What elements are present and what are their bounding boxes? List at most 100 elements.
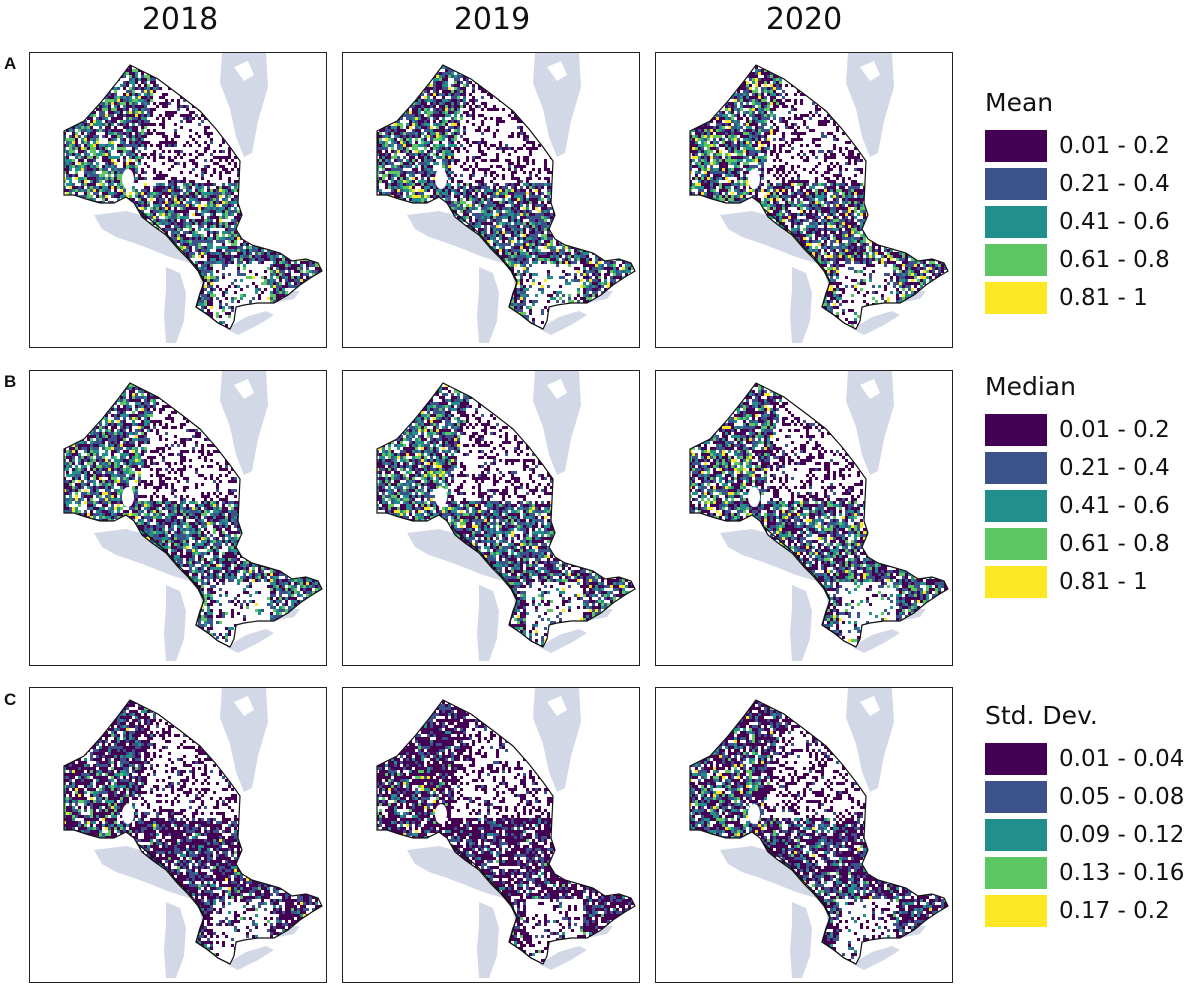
raster-cell <box>183 246 186 249</box>
raster-cell <box>192 78 195 81</box>
raster-cell <box>153 189 156 192</box>
raster-cell <box>258 249 261 252</box>
raster-cell <box>132 111 135 114</box>
raster-cell <box>303 66 306 69</box>
raster-cell <box>228 249 231 252</box>
raster-cell <box>81 168 84 171</box>
raster-cell <box>291 147 294 150</box>
raster-cell <box>126 276 129 279</box>
raster-cell <box>129 159 132 162</box>
raster-cell <box>222 156 225 159</box>
raster-cell <box>105 321 108 324</box>
raster-cell <box>144 324 147 327</box>
raster-cell <box>90 225 93 228</box>
raster-cell <box>255 165 258 168</box>
raster-cell <box>282 192 285 195</box>
raster-cell <box>114 324 117 327</box>
raster-cell <box>258 252 261 255</box>
raster-cell <box>213 210 216 213</box>
raster-cell <box>78 72 81 75</box>
raster-cell <box>93 279 96 282</box>
raster-cell <box>165 225 168 228</box>
raster-cell <box>129 312 132 315</box>
raster-cell <box>210 258 213 261</box>
raster-cell <box>81 78 84 81</box>
raster-cell <box>60 255 63 258</box>
raster-cell <box>252 234 255 237</box>
raster-cell <box>153 267 156 270</box>
raster-cell <box>300 252 303 255</box>
raster-cell <box>114 192 117 195</box>
raster-cell <box>66 297 69 300</box>
raster-cell <box>192 195 195 198</box>
raster-cell <box>165 186 168 189</box>
raster-cell <box>249 231 252 234</box>
raster-cell <box>201 318 204 321</box>
raster-cell <box>288 192 291 195</box>
raster-cell <box>228 150 231 153</box>
raster-cell <box>111 159 114 162</box>
raster-cell <box>117 180 120 183</box>
raster-cell <box>270 144 273 147</box>
raster-cell <box>243 309 246 312</box>
raster-cell <box>228 240 231 243</box>
raster-cell <box>195 234 198 237</box>
raster-cell <box>252 276 255 279</box>
raster-cell <box>285 276 288 279</box>
raster-cell <box>99 276 102 279</box>
raster-cell <box>60 132 63 135</box>
raster-cell <box>303 81 306 84</box>
raster-cell <box>270 141 273 144</box>
raster-cell <box>153 219 156 222</box>
raster-cell <box>297 282 300 285</box>
raster-cell <box>129 93 132 96</box>
raster-cell <box>228 177 231 180</box>
raster-cell <box>201 255 204 258</box>
raster-cell <box>255 291 258 294</box>
raster-cell <box>321 186 322 189</box>
raster-cell <box>195 195 198 198</box>
raster-cell <box>309 213 312 216</box>
raster-cell <box>243 228 246 231</box>
raster-cell <box>219 87 222 90</box>
raster-cell <box>276 159 279 162</box>
raster-cell <box>282 216 285 219</box>
raster-cell <box>240 189 243 192</box>
raster-cell <box>261 258 264 261</box>
raster-cell <box>96 306 99 309</box>
raster-cell <box>168 144 171 147</box>
raster-cell <box>138 96 141 99</box>
raster-cell <box>165 261 168 264</box>
raster-cell <box>246 210 249 213</box>
raster-cell <box>147 129 150 132</box>
raster-cell <box>216 279 219 282</box>
raster-cell <box>105 156 108 159</box>
raster-cell <box>99 180 102 183</box>
raster-cell <box>255 183 258 186</box>
raster-cell <box>315 165 318 168</box>
raster-cell <box>315 270 318 273</box>
raster-cell <box>135 249 138 252</box>
raster-cell <box>306 252 309 255</box>
raster-cell <box>297 270 300 273</box>
raster-cell <box>231 240 234 243</box>
raster-cell <box>201 114 204 117</box>
raster-cell <box>213 156 216 159</box>
raster-cell <box>270 93 273 96</box>
raster-cell <box>198 297 201 300</box>
raster-cell <box>270 69 273 72</box>
raster-cell <box>105 309 108 312</box>
raster-cell <box>111 75 114 78</box>
raster-cell <box>108 75 111 78</box>
raster-cell <box>138 111 141 114</box>
raster-cell <box>207 180 210 183</box>
raster-cell <box>102 231 105 234</box>
raster-cell <box>111 147 114 150</box>
raster-cell <box>96 141 99 144</box>
raster-cell <box>144 285 147 288</box>
raster-cell <box>99 174 102 177</box>
raster-cell <box>249 183 252 186</box>
raster-cell <box>207 243 210 246</box>
raster-cell <box>204 105 207 108</box>
raster-cell <box>69 294 72 297</box>
